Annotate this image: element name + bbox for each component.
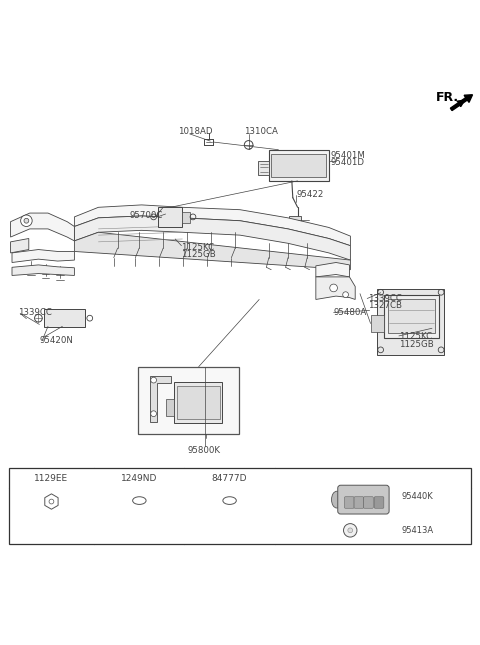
Bar [9,468,471,544]
Text: 95413A: 95413A [402,526,434,535]
Polygon shape [11,239,29,253]
Bar [44,309,85,327]
Text: 1125KC: 1125KC [399,332,432,341]
Circle shape [24,219,29,223]
Polygon shape [377,289,444,355]
Circle shape [330,284,337,292]
Bar [271,154,326,177]
Bar [158,207,182,226]
Circle shape [21,215,32,226]
Ellipse shape [332,491,342,508]
Bar [177,386,220,419]
Text: 1249ND: 1249ND [121,473,157,482]
Bar [269,150,329,181]
Text: 1125GB: 1125GB [181,250,216,259]
Circle shape [151,377,156,383]
Text: 95700C: 95700C [130,212,163,221]
Bar [388,299,435,333]
Bar [174,382,222,423]
Text: 1125GB: 1125GB [399,340,434,348]
Text: 95401D: 95401D [330,158,364,167]
Polygon shape [316,277,355,299]
Polygon shape [12,265,74,275]
Text: 95422: 95422 [297,190,324,199]
Polygon shape [74,216,350,260]
Text: 95800K: 95800K [188,446,220,455]
Text: 84777D: 84777D [212,473,247,482]
Text: 95420N: 95420N [39,336,73,345]
Polygon shape [74,205,350,246]
Text: 95440K: 95440K [402,491,433,501]
Circle shape [343,292,348,297]
FancyBboxPatch shape [364,497,373,508]
Polygon shape [74,232,350,270]
Text: 95401M: 95401M [330,151,365,160]
FancyBboxPatch shape [374,497,384,508]
Bar [138,366,239,434]
Bar [384,295,439,338]
FancyBboxPatch shape [338,485,389,514]
Text: 1339CC: 1339CC [18,308,52,317]
Polygon shape [150,376,171,422]
Circle shape [348,528,353,533]
Text: 1018AD: 1018AD [178,128,212,137]
FancyBboxPatch shape [345,497,354,508]
FancyArrow shape [450,95,472,110]
Text: 1327CB: 1327CB [368,301,402,310]
Circle shape [151,411,156,417]
Text: 1125KC: 1125KC [181,243,215,252]
Polygon shape [182,212,190,223]
Text: FR.: FR. [436,92,459,104]
Polygon shape [166,399,174,416]
Polygon shape [316,263,349,277]
Text: 1339CC: 1339CC [368,294,402,303]
FancyBboxPatch shape [354,497,364,508]
Text: 1310CA: 1310CA [244,128,278,137]
Circle shape [344,524,357,537]
Bar [289,217,301,224]
Polygon shape [371,315,384,332]
Polygon shape [11,213,74,241]
Text: 1129EE: 1129EE [35,473,69,482]
Polygon shape [12,250,74,263]
Polygon shape [258,161,269,175]
Text: 95480A: 95480A [334,308,367,317]
